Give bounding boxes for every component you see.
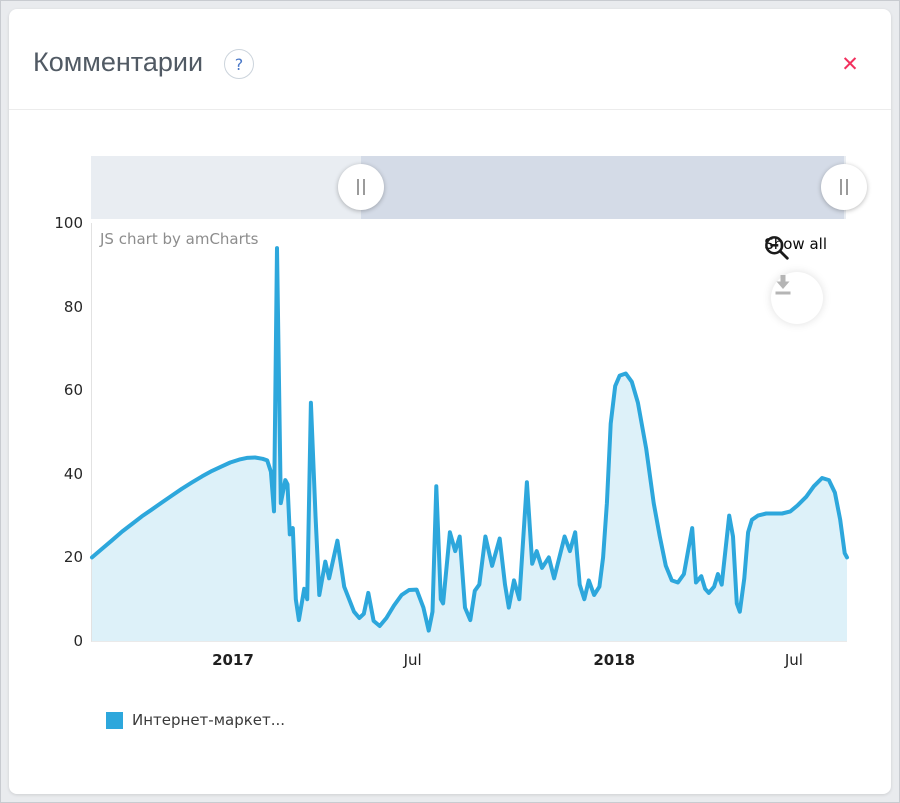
x-axis-label: 2018 [593,651,636,669]
legend-item[interactable]: Интернет-маркет... [106,711,285,729]
area-chart[interactable] [90,223,849,641]
scrollbar-grip-icon [357,179,366,195]
zoom-out-icon [765,236,789,260]
y-axis-labels: 100 80 60 40 20 0 [39,214,83,650]
y-axis-label: 20 [63,548,83,567]
y-axis-label: 0 [73,632,83,650]
question-mark-icon: ? [234,54,244,74]
legend-swatch [106,711,123,729]
x-axis-label: Jul [403,651,422,669]
x-axis-labels: 2017 Jul 2018 Jul [91,651,846,673]
download-button[interactable] [771,272,823,324]
scrollbar-grip-icon [839,179,848,195]
show-all-button[interactable]: Show all [764,235,827,260]
scrollbar-handle-left[interactable] [338,164,385,210]
page-title: Комментарии [33,47,204,77]
amcharts-watermark: JS chart by amCharts [100,230,259,248]
y-axis-label: 40 [63,464,83,483]
legend-label: Интернет-маркет... [132,711,286,729]
y-axis-label: 60 [63,381,83,400]
help-button[interactable]: ? [224,49,254,79]
close-icon: ✕ [841,52,859,76]
plot-area[interactable]: JS chart by amCharts Show all [90,223,849,642]
x-axis-label: Jul [784,651,803,669]
scrollbar-handle-right[interactable] [820,164,867,210]
comments-panel: Комментарии ? ✕ 100 80 60 40 20 0 JS [9,9,891,794]
header-divider [9,109,891,110]
download-icon [775,275,791,295]
scrollbar-track[interactable] [91,156,867,219]
close-button[interactable]: ✕ [835,49,865,79]
y-axis-label: 100 [54,214,83,232]
scrollbar-selected[interactable] [361,156,844,219]
series-line [90,246,849,633]
y-axis-label: 80 [63,297,83,316]
series-area [92,248,847,641]
x-axis-label: 2017 [212,651,254,669]
